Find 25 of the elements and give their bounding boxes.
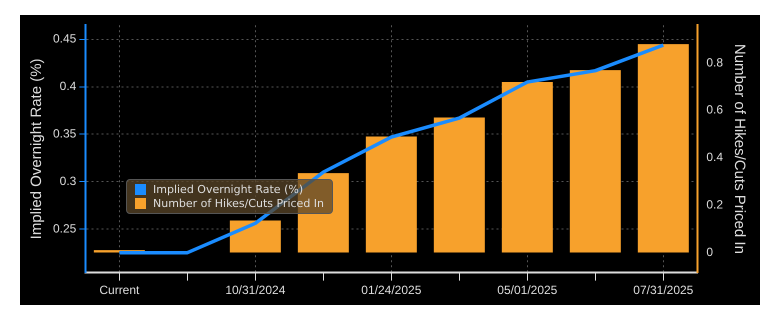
- bar: [434, 118, 485, 252]
- y2-tick-label: 0: [706, 244, 714, 259]
- bar: [638, 44, 689, 252]
- bar: [366, 136, 417, 252]
- y-tick-label: 0.3: [60, 174, 77, 188]
- y-tick-label: 0.45: [52, 32, 77, 46]
- x-tick-label: 01/24/2025: [361, 283, 422, 298]
- legend-label: Implied Overnight Rate (%): [153, 183, 304, 196]
- x-tick-label: 05/01/2025: [497, 283, 558, 298]
- y2-tick-label: 0.2: [706, 197, 724, 212]
- bar: [570, 70, 621, 252]
- bar: [230, 220, 281, 252]
- x-tick-label: Current: [99, 283, 140, 298]
- y-tick-label: 0.35: [52, 126, 77, 141]
- y-axis-title: Implied Overnight Rate (%): [28, 58, 46, 240]
- y2-axis-title: Number of Hikes/Cuts Priced In: [730, 44, 748, 254]
- bar: [502, 82, 553, 252]
- x-tick-label: 10/31/2024: [225, 283, 286, 298]
- y2-tick-label: 0.8: [706, 55, 724, 70]
- y2-tick-label: 0.4: [706, 150, 724, 164]
- y-tick-label: 0.4: [60, 79, 77, 94]
- x-tick-label: 07/31/2025: [633, 283, 694, 298]
- legend-label: Number of Hikes/Cuts Priced In: [153, 197, 324, 210]
- y-tick-label: 0.25: [52, 221, 77, 236]
- y2-tick-label: 0.6: [706, 102, 724, 117]
